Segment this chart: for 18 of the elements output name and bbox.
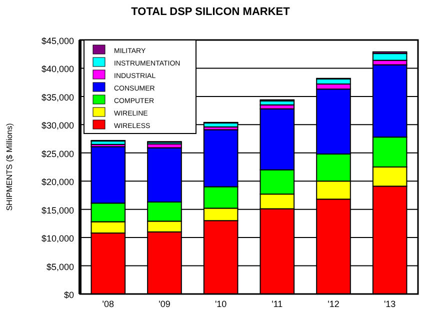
y-tick-label: $40,000	[41, 64, 74, 74]
y-tick-label: $25,000	[41, 148, 74, 159]
x-tick-label: '12	[328, 299, 340, 309]
y-tick-label: $10,000	[41, 234, 74, 244]
x-tick-label: '13	[384, 299, 396, 309]
y-tick-label: $35,000	[41, 92, 74, 102]
y-tick-label: $5,000	[46, 262, 74, 272]
x-tick-label: '10	[214, 299, 227, 309]
y-tick-label: $15,000	[41, 205, 74, 216]
y-axis-title: SHIPMENTS ($ Millions)	[5, 122, 14, 211]
y-tick-label: $0	[64, 290, 74, 300]
y-tick-label: $20,000	[41, 177, 74, 188]
x-tick-label: '11	[272, 299, 283, 309]
chart-title: TOTAL DSP SILICON MARKET	[131, 6, 290, 18]
x-tick-label: '09	[158, 299, 170, 309]
y-tick-label: $30,000	[41, 120, 74, 131]
x-tick-label: '08	[102, 299, 114, 309]
y-tick-label: $45,000	[41, 36, 74, 46]
